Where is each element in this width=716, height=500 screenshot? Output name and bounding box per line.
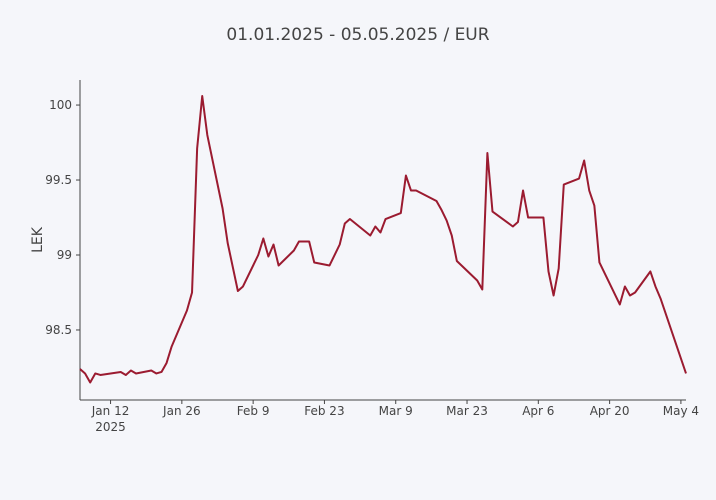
- x-tick-label: Apr 6: [522, 404, 554, 418]
- x-year-label: 2025: [95, 420, 126, 434]
- x-tick-label: Mar 23: [446, 404, 488, 418]
- x-tick-label: Feb 9: [237, 404, 270, 418]
- x-tick-label: Mar 9: [379, 404, 413, 418]
- y-tick-label: 99: [57, 248, 72, 262]
- x-tick-label: Feb 23: [304, 404, 344, 418]
- x-tick-label: May 4: [663, 404, 699, 418]
- y-tick-label: 98.5: [45, 323, 72, 337]
- line-series: [79, 95, 687, 384]
- chart-title: 01.01.2025 - 05.05.2025 / EUR: [226, 25, 489, 45]
- x-tick-label: Jan 26: [162, 404, 201, 418]
- y-tick-label: 100: [49, 98, 72, 112]
- x-tick-label: Apr 20: [590, 404, 630, 418]
- y-tick-label: 99.5: [45, 173, 72, 187]
- y-axis-label: LEK: [30, 226, 46, 253]
- x-tick-label: Jan 12: [91, 404, 130, 418]
